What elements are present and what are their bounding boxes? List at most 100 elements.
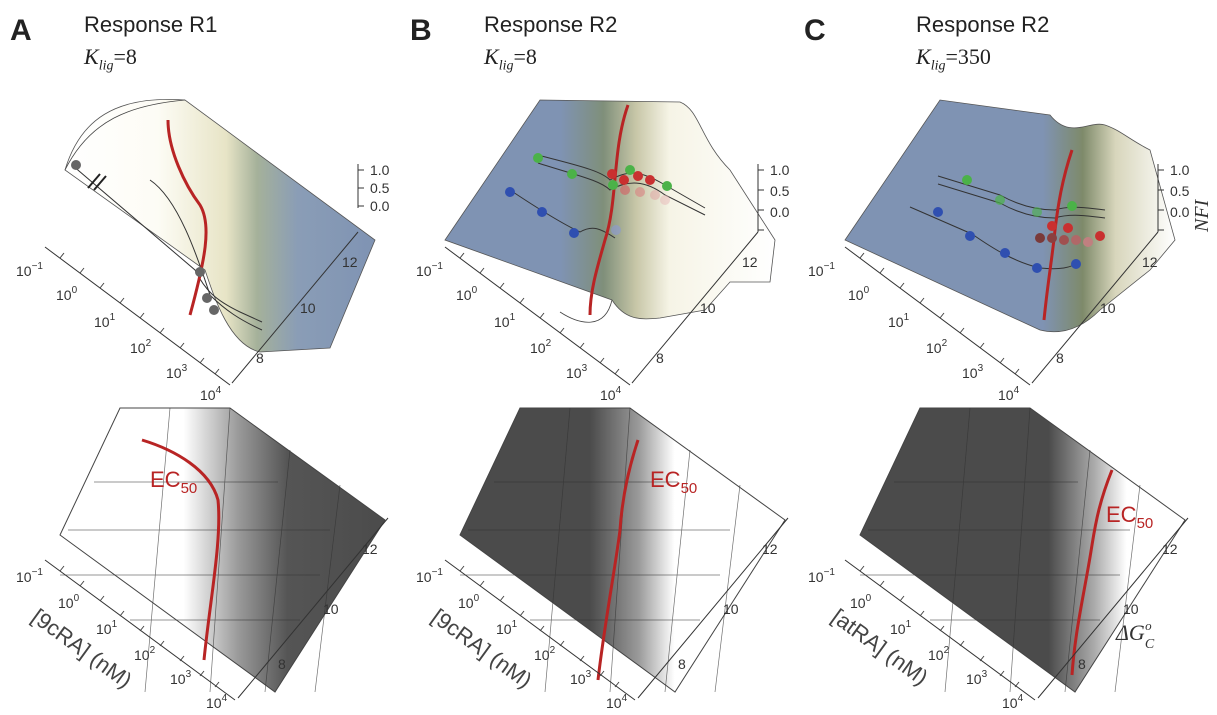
data-point (505, 187, 515, 197)
conc-tick-label: 10−1 (16, 261, 43, 279)
z-tick-label: 0.0 (770, 204, 790, 220)
conc-tick-label: 101 (888, 312, 910, 330)
z-tick-label: 0.0 (370, 198, 390, 214)
data-point (1047, 221, 1057, 231)
conc-tick-label: 103 (170, 669, 192, 687)
z-tick-label: 0.5 (1170, 183, 1190, 199)
conc-tick-label: 103 (566, 363, 588, 381)
data-point (533, 153, 543, 163)
conc-tick-label: 103 (570, 669, 592, 687)
z-tick-label: 1.0 (1170, 162, 1190, 178)
surface-edge (559, 299, 613, 323)
dg-tick-label: 10 (323, 601, 339, 617)
z-axis-label: NFI (1191, 198, 1213, 233)
z-tick-label: 1.0 (770, 162, 790, 178)
z-tick-label: 0.0 (1170, 204, 1190, 220)
heatmap-2d (859, 407, 1186, 693)
k-value: =8 (513, 44, 537, 69)
data-point (1095, 231, 1105, 241)
ec50-curve-2d (596, 439, 640, 681)
k-lig-label: Klig=350 (916, 44, 991, 74)
data-point (1071, 235, 1081, 245)
k-subscript: lig (498, 58, 514, 74)
conc-tick-label: 100 (456, 285, 478, 303)
conc-tick-label: 101 (96, 619, 118, 637)
conc-tick-label: 10−1 (416, 261, 443, 279)
dg-tick-label: 10 (300, 300, 316, 316)
axis-break-mark (87, 173, 107, 191)
conc-tick-label: 100 (850, 593, 872, 611)
k-value: =350 (945, 44, 991, 69)
x-axis-label: [9cRA] (nM) (427, 604, 537, 693)
conc-axis-2d-minor-ticks (459, 565, 620, 688)
dg-tick-label: 8 (1056, 350, 1064, 366)
dg-tick-label: 12 (342, 254, 358, 270)
dg-tick-label: 12 (362, 541, 378, 557)
k-subscript: lig (930, 58, 946, 74)
data-point (620, 185, 630, 195)
data-point (537, 207, 547, 217)
conc-axis-2d (444, 559, 636, 701)
data-curve (937, 175, 1106, 211)
conc-tick-label: 104 (1002, 693, 1024, 711)
data-point (1000, 248, 1010, 258)
conc-tick-label: 104 (606, 693, 628, 711)
data-curve (937, 183, 1106, 219)
dg-axis-2d (1037, 517, 1189, 699)
data-point (71, 160, 81, 170)
conc-tick-label: 102 (134, 645, 156, 663)
conc-tick-label: 103 (962, 363, 984, 381)
x-axis-label: [atRA] (nM) (827, 604, 933, 690)
panel-b-figure: 1.0 0.5 0.0 10−1 100 101 102 103 104 12 … (416, 99, 790, 711)
data-point (1063, 223, 1073, 233)
conc-axis-2d-minor-ticks (859, 565, 1020, 688)
surface-3d (844, 99, 1176, 333)
conc-tick-label: 100 (848, 285, 870, 303)
data-point (625, 165, 635, 175)
data-point (962, 175, 972, 185)
conc-axis-2d (844, 559, 1036, 701)
dg-tick-label: 8 (678, 656, 686, 672)
data-point (1032, 207, 1042, 217)
dg-tick-label: 12 (1142, 254, 1158, 270)
ec50-label: EC50 (150, 467, 197, 497)
ec50-label: EC50 (650, 467, 697, 497)
dg-axis (1031, 231, 1159, 384)
data-curve (149, 179, 263, 331)
data-point (965, 231, 975, 241)
conc-tick-label: 10−1 (16, 567, 43, 585)
conc-tick-label: 104 (200, 385, 222, 403)
panel-letter: A (10, 14, 32, 47)
conc-tick-label: 102 (928, 645, 950, 663)
data-point (645, 175, 655, 185)
k-symbol: K (84, 44, 99, 69)
panel-a-figure: 1.0 0.5 0.0 10−1 100 101 102 103 104 12 … (16, 98, 390, 711)
conc-axis-2d-minor-ticks (59, 565, 220, 688)
panel-b: B Response R2 Klig=8 (400, 0, 805, 715)
data-point (1032, 263, 1042, 273)
conc-tick-label: 102 (130, 338, 152, 356)
conc-tick-label: 100 (56, 285, 78, 303)
heatmap-2d (459, 407, 786, 693)
k-lig-label: Klig=8 (84, 44, 137, 74)
conc-tick-label: 102 (926, 338, 948, 356)
conc-tick-label: 100 (58, 593, 80, 611)
data-point (650, 190, 660, 200)
conc-axis-minor-ticks (859, 252, 1020, 375)
conc-tick-label: 10−1 (808, 567, 835, 585)
data-point (567, 169, 577, 179)
dg-tick-label: 8 (278, 656, 286, 672)
data-point (1083, 237, 1093, 247)
dg-axis-2d (637, 517, 789, 699)
dg-tick-label: 12 (762, 541, 778, 557)
conc-tick-label: 102 (534, 645, 556, 663)
panel-letter: B (410, 14, 432, 47)
heatmap-grid (860, 407, 1141, 693)
conc-axis-minor-ticks (459, 252, 620, 375)
ec50-curve-2d (141, 438, 221, 661)
data-point (1059, 235, 1069, 245)
conc-tick-label: 101 (890, 619, 912, 637)
ec50-curve-2d (1070, 469, 1114, 676)
conc-tick-label: 10−1 (416, 567, 443, 585)
dg-tick-label: 8 (256, 350, 264, 366)
